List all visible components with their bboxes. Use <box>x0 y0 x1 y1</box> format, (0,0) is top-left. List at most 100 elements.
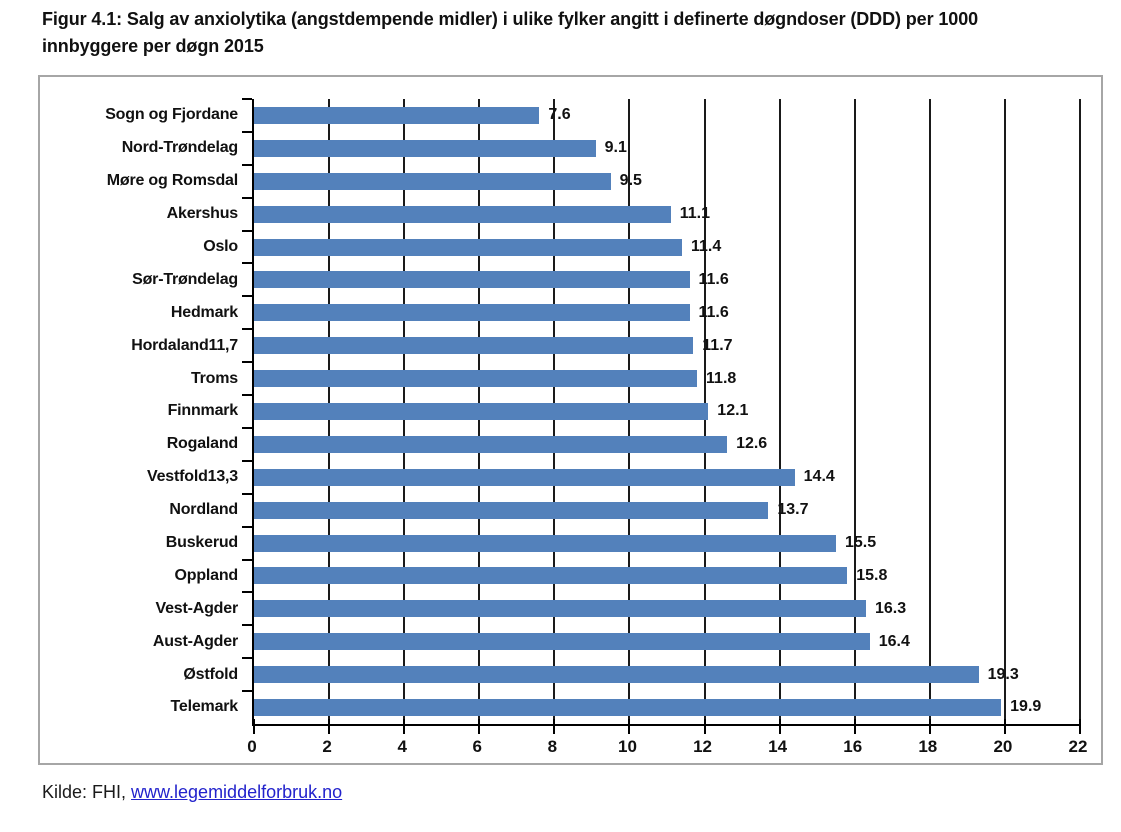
x-axis-tick-label: 2 <box>322 737 332 756</box>
bar-row: 16.4 <box>254 625 1080 658</box>
bar-row: 11.1 <box>254 198 1080 231</box>
x-axis-tick <box>703 719 706 734</box>
bar-row: 15.8 <box>254 559 1080 592</box>
gridline <box>778 99 781 724</box>
bar <box>254 337 694 355</box>
category-label: Akershus <box>166 205 239 223</box>
bar <box>254 567 848 585</box>
bar-row: 12.1 <box>254 395 1080 428</box>
value-label: 12.6 <box>736 435 768 453</box>
bar-row: 9.1 <box>254 132 1080 165</box>
value-label: 16.4 <box>878 632 910 650</box>
y-axis-tick <box>242 525 252 528</box>
x-axis-tick <box>478 719 481 734</box>
bar <box>254 370 698 388</box>
source-prefix: Kilde: FHI, <box>42 782 132 802</box>
bar <box>254 402 709 420</box>
category-label: Oslo <box>203 238 238 255</box>
x-axis-tick-label: 22 <box>1068 737 1088 756</box>
bar <box>254 633 870 651</box>
y-axis-tick <box>242 262 252 265</box>
value-label: 11.7 <box>702 336 733 354</box>
y-axis-tick <box>242 130 252 133</box>
x-axis-tick-label: 4 <box>397 737 407 756</box>
x-axis-tick-label: 12 <box>693 737 712 756</box>
bar-row: 12.6 <box>254 428 1080 461</box>
y-axis-tick <box>242 229 252 232</box>
gridline <box>853 99 856 724</box>
bar-row: 11.6 <box>254 296 1080 329</box>
x-axis-tick-label: 8 <box>547 737 558 756</box>
value-label: 19.9 <box>1010 698 1042 716</box>
y-axis-tick <box>242 591 252 594</box>
bar <box>254 698 1002 716</box>
value-label: 14.4 <box>803 468 835 486</box>
gridline <box>928 99 931 724</box>
y-axis-tick <box>242 459 252 462</box>
figure-title: Figur 4.1: Salg av anxiolytika (angstdem… <box>42 9 979 56</box>
bar <box>254 304 690 322</box>
value-label: 11.4 <box>691 238 722 255</box>
value-label: 9.5 <box>619 172 642 190</box>
category-label: Troms <box>190 369 238 387</box>
y-axis-tick <box>242 657 252 660</box>
bar <box>254 271 690 289</box>
category-label: Buskerud <box>165 534 238 552</box>
bar-row: 11.4 <box>254 231 1080 264</box>
x-axis-tick-labels: 0 2 4 6 8 10 12 14 16 18 20 22 <box>247 737 1087 759</box>
value-label: 9.1 <box>604 139 627 157</box>
bar <box>254 468 795 486</box>
category-label: Østfold <box>183 665 238 683</box>
category-label: Hordaland11,7 <box>131 336 238 354</box>
category-label: Oppland <box>174 566 239 584</box>
x-axis-tick <box>403 719 406 734</box>
bar-row: 15.5 <box>254 527 1080 560</box>
x-axis-tick-label: 16 <box>843 737 863 756</box>
y-axis-tick <box>242 295 252 298</box>
y-axis-tick <box>242 328 252 331</box>
bar <box>254 666 979 684</box>
value-label: 15.8 <box>856 566 888 584</box>
x-axis-tick <box>253 719 255 734</box>
x-axis-tick <box>928 719 931 734</box>
x-axis-tick-label: 14 <box>768 737 788 756</box>
category-label: Hedmark <box>170 303 238 321</box>
category-label: Finnmark <box>167 402 239 420</box>
category-label: Sør-Trøndelag <box>132 270 238 288</box>
gridline <box>1079 99 1081 724</box>
y-axis-tick <box>242 426 252 429</box>
bar-row: 13.7 <box>254 494 1080 527</box>
source-link[interactable]: www.legemiddelforbruk.no <box>131 782 343 802</box>
bar-row: 19.9 <box>254 691 1080 724</box>
bar <box>254 238 683 256</box>
category-label: Nordland <box>169 501 238 519</box>
chart-frame: Sogn og Fjordane Nord-Trøndelag Møre og Ro… <box>38 75 1103 765</box>
bar-row: 11.7 <box>254 329 1080 362</box>
value-label: 15.5 <box>844 534 877 552</box>
category-label: Vestfold13,3 <box>147 468 238 486</box>
x-axis-tick <box>553 719 556 734</box>
source-line: Kilde: FHI, www.legemiddelforbruk.no <box>42 782 342 803</box>
x-axis-tick-label: 10 <box>617 737 637 756</box>
y-axis-tick <box>242 394 252 397</box>
y-axis-tick <box>242 558 252 561</box>
bar-row: 11.6 <box>254 263 1080 296</box>
x-axis-tick-label: 20 <box>993 737 1013 756</box>
value-label: 11.8 <box>706 369 737 387</box>
category-label: Aust-Agder <box>152 632 238 650</box>
y-axis-tick <box>242 163 252 166</box>
bar <box>254 600 866 618</box>
bar <box>254 139 596 157</box>
category-label: Nord-Trøndelag <box>121 139 239 157</box>
bar-row: 9.5 <box>254 165 1080 198</box>
category-label: Møre og Romsdal <box>106 172 238 190</box>
category-label: Vest-Agder <box>155 599 239 617</box>
x-axis-tick <box>628 719 631 734</box>
x-axis-tick-label: 6 <box>472 737 482 756</box>
bar <box>254 534 836 552</box>
category-axis-labels: Sogn og Fjordane Nord-Trøndelag Møre og Ro… <box>40 99 238 724</box>
x-axis-tick <box>1079 719 1081 734</box>
plot-area: 7.6 9.1 9.5 11.1 11.4 11.6 11.6 11.7 11.8 12.1 12.… <box>242 98 1081 734</box>
category-label: Rogaland <box>166 435 238 453</box>
y-axis-tick <box>242 624 252 627</box>
